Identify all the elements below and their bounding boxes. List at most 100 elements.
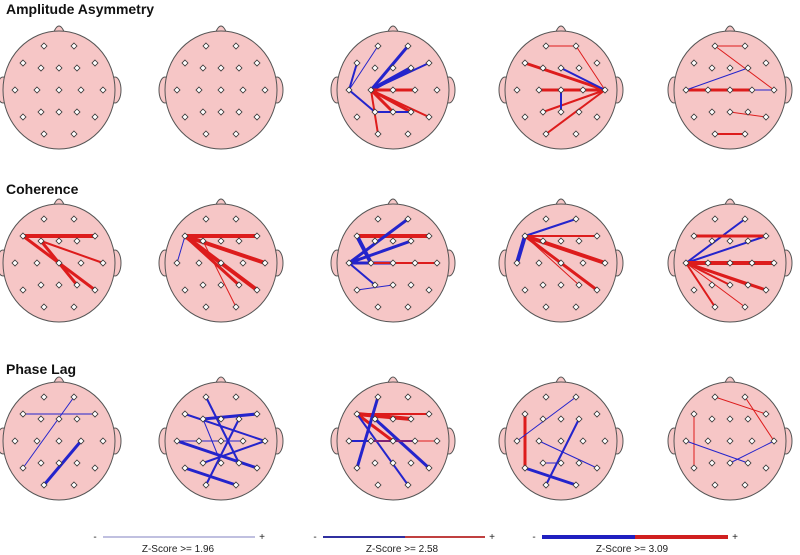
connection bbox=[524, 235, 580, 286]
electrode bbox=[704, 437, 712, 445]
connection bbox=[685, 235, 767, 264]
electrode bbox=[575, 415, 583, 423]
electrode bbox=[539, 108, 547, 116]
electrode bbox=[593, 59, 601, 67]
legend-label: Z-Score >= 2.58 bbox=[366, 544, 439, 555]
connection bbox=[714, 396, 767, 415]
electrode bbox=[217, 459, 225, 467]
electrode bbox=[682, 437, 690, 445]
electrode bbox=[572, 481, 580, 489]
electrode bbox=[726, 437, 734, 445]
electrode bbox=[232, 481, 240, 489]
electrode bbox=[374, 42, 382, 50]
electrode bbox=[181, 464, 189, 472]
electrode bbox=[557, 281, 565, 289]
electrode bbox=[19, 59, 27, 67]
electrode bbox=[762, 464, 770, 472]
electrode bbox=[202, 481, 210, 489]
legend-minus: - bbox=[93, 532, 96, 543]
connection bbox=[575, 45, 606, 91]
electrode bbox=[407, 281, 415, 289]
electrode bbox=[37, 237, 45, 245]
connection bbox=[515, 235, 527, 264]
electrode bbox=[411, 259, 419, 267]
electrode bbox=[704, 86, 712, 94]
electrode bbox=[374, 481, 382, 489]
electrode bbox=[253, 232, 261, 240]
electrode bbox=[575, 281, 583, 289]
section-title: Phase Lag bbox=[6, 361, 76, 377]
electrode bbox=[235, 108, 243, 116]
electrode bbox=[232, 393, 240, 401]
head-map bbox=[667, 376, 793, 501]
electrode bbox=[708, 108, 716, 116]
electrode bbox=[404, 130, 412, 138]
electrode bbox=[770, 86, 778, 94]
electrode bbox=[235, 459, 243, 467]
electrode bbox=[99, 437, 107, 445]
electrode bbox=[99, 259, 107, 267]
connection bbox=[370, 89, 430, 118]
electrode bbox=[748, 259, 756, 267]
electrode bbox=[91, 286, 99, 294]
electrode bbox=[73, 108, 81, 116]
electrode bbox=[542, 303, 550, 311]
connection bbox=[202, 440, 266, 464]
electrode bbox=[575, 459, 583, 467]
section-title: Amplitude Asymmetry bbox=[6, 1, 154, 17]
electrode bbox=[433, 259, 441, 267]
head-map bbox=[158, 376, 284, 501]
electrode bbox=[19, 464, 27, 472]
electrode bbox=[404, 481, 412, 489]
electrode bbox=[19, 286, 27, 294]
electrode bbox=[217, 437, 225, 445]
electrode bbox=[55, 281, 63, 289]
electrode bbox=[407, 237, 415, 245]
electrode bbox=[557, 259, 565, 267]
electrode bbox=[195, 86, 203, 94]
electrode bbox=[73, 415, 81, 423]
electrode bbox=[77, 259, 85, 267]
electrode bbox=[425, 113, 433, 121]
electrode bbox=[744, 237, 752, 245]
connection bbox=[22, 396, 75, 469]
electrode bbox=[261, 86, 269, 94]
electrode bbox=[253, 286, 261, 294]
electrode bbox=[572, 42, 580, 50]
connection bbox=[40, 240, 104, 264]
electrode bbox=[70, 215, 78, 223]
electrode bbox=[199, 64, 207, 72]
electrode bbox=[371, 415, 379, 423]
electrode bbox=[73, 459, 81, 467]
electrode bbox=[91, 410, 99, 418]
electrode bbox=[37, 415, 45, 423]
electrode bbox=[371, 237, 379, 245]
electrode bbox=[55, 415, 63, 423]
connection bbox=[202, 412, 258, 421]
electrode bbox=[239, 437, 247, 445]
electrode bbox=[239, 86, 247, 94]
electrode bbox=[367, 437, 375, 445]
electrode bbox=[513, 86, 521, 94]
electrode bbox=[239, 259, 247, 267]
electrode bbox=[202, 215, 210, 223]
electrode bbox=[539, 64, 547, 72]
electrode bbox=[690, 410, 698, 418]
electrode bbox=[91, 59, 99, 67]
electrode bbox=[572, 303, 580, 311]
electrode bbox=[389, 64, 397, 72]
electrode bbox=[690, 286, 698, 294]
electrode bbox=[11, 86, 19, 94]
legend-label: Z-Score >= 1.96 bbox=[142, 544, 215, 555]
electrode bbox=[744, 108, 752, 116]
electrode bbox=[521, 410, 529, 418]
connection bbox=[369, 88, 395, 114]
electrode bbox=[521, 113, 529, 121]
electrode bbox=[741, 393, 749, 401]
electrode bbox=[690, 59, 698, 67]
electrode bbox=[217, 415, 225, 423]
electrode bbox=[704, 259, 712, 267]
electrode bbox=[181, 59, 189, 67]
electrode bbox=[535, 86, 543, 94]
electrode bbox=[217, 64, 225, 72]
